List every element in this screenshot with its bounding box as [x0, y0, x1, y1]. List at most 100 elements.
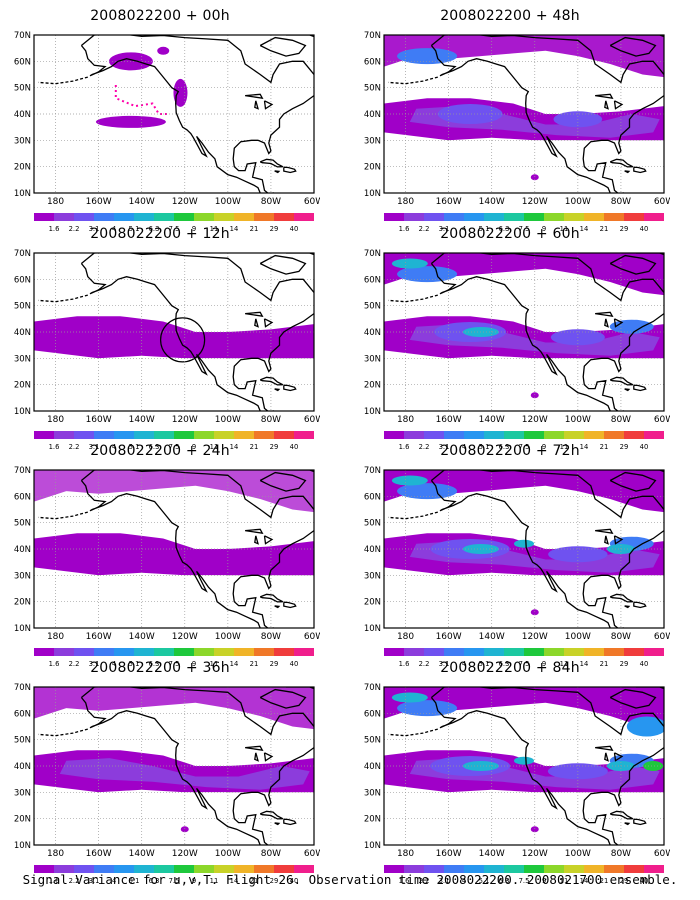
lon-tick-label: 140W [479, 197, 505, 207]
lon-tick-label: 80W [611, 415, 631, 425]
colorbar-level-label: 29 [270, 660, 279, 668]
colorbar-level-label: 1.6 [399, 443, 410, 451]
colorbar-level-label: 40 [640, 225, 649, 233]
colorbar-swatch [544, 431, 565, 439]
colorbar-level-label: 6.3 [499, 443, 510, 451]
map-panel-p36: 2008022200 + 36h 70N 60N 50N 40N 30N 20N 10N 180… [0, 660, 320, 885]
lat-tick-label: 30N [364, 354, 381, 364]
variance-blob [530, 826, 539, 833]
variance-core [626, 716, 664, 737]
variance-blob [173, 78, 188, 107]
lon-tick-label: 160W [86, 632, 112, 642]
colorbar-swatch [484, 865, 505, 873]
colorbar-level-label: 2.2 [419, 225, 430, 233]
colorbar-level-label: 1.6 [399, 225, 410, 233]
colorbar-swatch [134, 865, 155, 873]
colorbar-level-label: 5.1 [479, 225, 490, 233]
variance-map: 70N 60N 50N 40N 30N 20N 10N 180 160W 140W 120W 100W… [364, 249, 670, 425]
lat-tick-label: 70N [364, 466, 381, 476]
lon-tick-label: 80W [261, 415, 281, 425]
colorbar-swatch [484, 431, 505, 439]
lat-tick-label: 40N [364, 762, 381, 772]
colorbar-level-label: 14 [580, 225, 589, 233]
colorbar-swatch [94, 213, 115, 221]
colorbar-level-label: 9 [542, 225, 546, 233]
lon-tick-label: 60W [304, 197, 320, 207]
lat-tick-label: 30N [14, 571, 31, 581]
colorbar-swatch [274, 431, 295, 439]
variance-blob [530, 609, 539, 616]
lat-tick-label: 60N [364, 492, 381, 502]
colorbar-level-label: 3.1 [89, 225, 100, 233]
colorbar-level-label: 21 [600, 660, 609, 668]
lat-tick-label: 70N [364, 31, 381, 41]
colorbar-swatch [234, 865, 255, 873]
low-variance-region [448, 279, 611, 311]
coastlines [388, 253, 664, 411]
variance-band [384, 253, 664, 296]
variance-core [514, 539, 534, 548]
lon-tick-label: 80W [611, 632, 631, 642]
lon-tick-label: 100W [565, 849, 591, 859]
colorbar-swatch [34, 865, 55, 873]
colorbar-swatch [254, 431, 275, 439]
variance-band [384, 35, 664, 78]
lon-tick-label: 160W [86, 849, 112, 859]
colorbar-level-label: 7.5 [519, 660, 530, 668]
colorbar-level-label: 21 [250, 443, 259, 451]
variance-blob [530, 392, 539, 399]
lon-tick-label: 120W [172, 849, 198, 859]
colorbar-level-label: 6.3 [149, 660, 160, 668]
variance-map: 70N 60N 50N 40N 30N 20N 10N 180 160W 140W 120W 100W… [364, 31, 670, 207]
colorbar-level-label: 21 [250, 877, 259, 885]
colorbar-level-label: 14 [580, 660, 589, 668]
lon-tick-label: 100W [215, 849, 241, 859]
colorbar-swatch [504, 865, 525, 873]
variance-core [643, 761, 664, 771]
panel-title: 2008022200 + 60h [440, 226, 580, 242]
lat-tick-label: 60N [364, 275, 381, 285]
colorbar-swatch [214, 213, 235, 221]
lat-tick-label: 50N [14, 84, 31, 94]
colorbar-level-label: 6.3 [149, 443, 160, 451]
colorbar-level-label: 21 [250, 660, 259, 668]
colorbar-level-label: 11 [210, 660, 219, 668]
colorbar-level-label: 40 [640, 443, 649, 451]
colorbar-swatch [254, 865, 275, 873]
colorbar-swatch [114, 648, 135, 656]
lat-tick-label: 70N [14, 466, 31, 476]
panel-title: 2008022200 + 48h [440, 8, 580, 24]
variance-band [384, 470, 664, 513]
lon-tick-label: 100W [565, 415, 591, 425]
colorbar-level-label: 5.1 [129, 443, 140, 451]
lat-tick-label: 50N [364, 84, 381, 94]
variance-core [514, 756, 534, 765]
lat-tick-label: 50N [14, 302, 31, 312]
variance-band [34, 316, 314, 367]
colorbar-swatch [404, 431, 425, 439]
colorbar-level-label: 29 [620, 877, 629, 885]
lon-tick-label: 180 [47, 849, 64, 859]
colorbar-swatch [174, 213, 195, 221]
variance-band [34, 687, 314, 730]
colorbar-level-label: 9 [192, 225, 196, 233]
colorbar-swatch [154, 213, 175, 221]
variance-core [437, 104, 503, 124]
lon-tick-label: 120W [522, 632, 548, 642]
lon-tick-label: 100W [565, 197, 591, 207]
colorbar-level-label: 3.1 [439, 877, 450, 885]
lat-tick-label: 20N [14, 815, 31, 825]
lat-tick-label: 70N [14, 249, 31, 259]
colorbar: 1.6 2.2 3.1 4 5.1 6.3 7.5 9 11 14 21 29 40 [34, 213, 314, 233]
colorbar-swatch [134, 431, 155, 439]
colorbar: 1.6 2.2 3.1 4 5.1 6.3 7.5 9 11 14 21 29 40 [384, 431, 664, 451]
lat-tick-label: 10N [14, 841, 31, 851]
lon-tick-label: 60W [304, 632, 320, 642]
colorbar-swatch [114, 213, 135, 221]
colorbar-swatch [424, 431, 445, 439]
colorbar-level-label: 7.5 [169, 877, 180, 885]
colorbar-level-label: 4 [462, 225, 466, 233]
colorbar-swatch [74, 865, 95, 873]
lon-tick-label: 180 [397, 197, 414, 207]
colorbar-level-label: 11 [560, 225, 569, 233]
